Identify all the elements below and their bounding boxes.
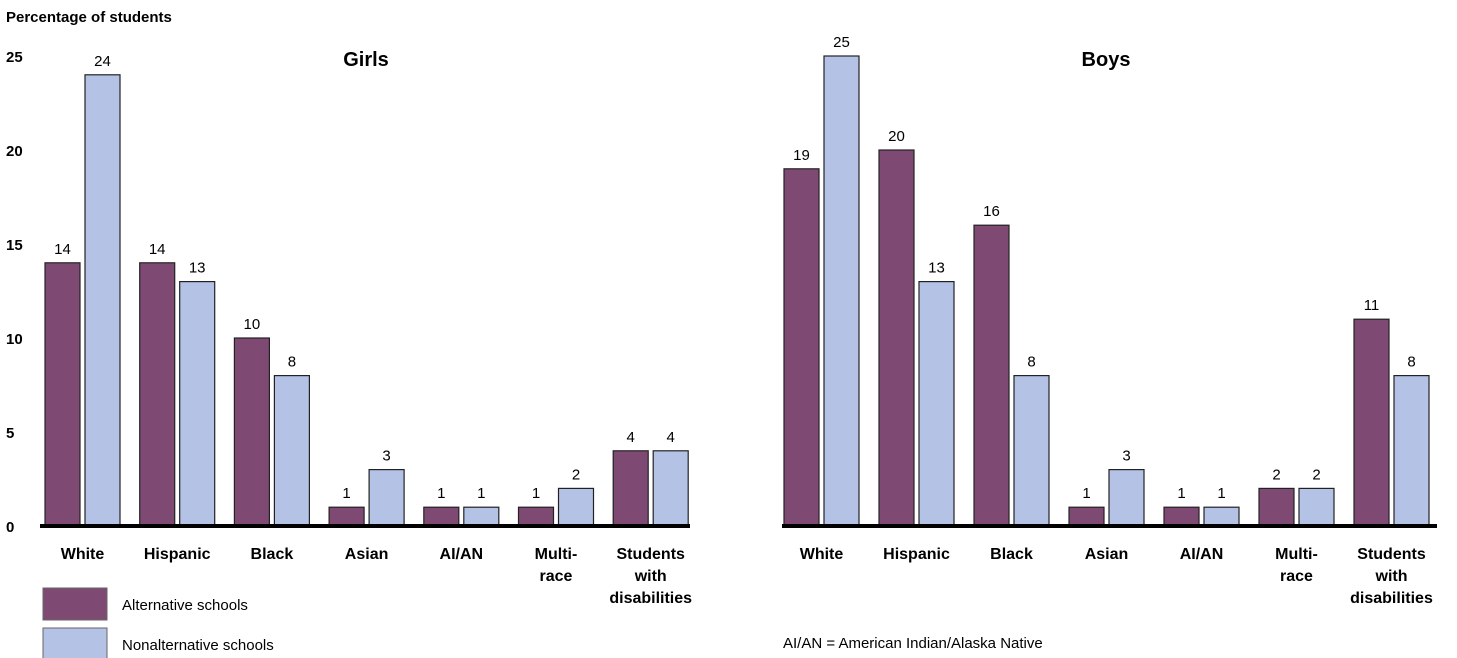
data-label: 1 <box>1082 485 1090 502</box>
legend-label: Nonalternative schools <box>122 637 274 654</box>
bar-alternative <box>139 262 176 527</box>
category-label: Asian <box>345 546 389 563</box>
category-label: White <box>61 546 105 563</box>
legend-label: Alternative schools <box>122 597 248 614</box>
category-label: race <box>1280 568 1313 585</box>
category-label: with <box>634 568 667 585</box>
category-label: AI/AN <box>1180 546 1224 563</box>
data-label: 13 <box>928 260 945 277</box>
data-label: 1 <box>477 485 485 502</box>
panel-title: Girls <box>343 49 389 71</box>
category-label: disabilities <box>609 590 692 607</box>
data-label: 19 <box>793 147 810 164</box>
data-label: 13 <box>189 260 206 277</box>
category-label: Multi- <box>535 546 578 563</box>
category-label: Students <box>1357 546 1426 563</box>
bar-nonalternative <box>823 55 860 527</box>
y-axis-title: Percentage of students <box>6 9 172 26</box>
data-label: 8 <box>1027 354 1035 371</box>
category-label: Black <box>251 546 294 563</box>
bar-alternative <box>233 337 270 527</box>
data-label: 4 <box>627 429 635 446</box>
data-label: 8 <box>288 354 296 371</box>
category-label: Multi- <box>1275 546 1318 563</box>
bar-alternative <box>783 168 820 527</box>
bar-nonalternative <box>918 281 955 527</box>
y-tick-label: 20 <box>6 143 23 160</box>
bar-alternative <box>1258 487 1295 527</box>
data-label: 8 <box>1407 354 1415 371</box>
data-label: 2 <box>572 466 580 483</box>
data-label: 2 <box>1272 466 1280 483</box>
category-label: Hispanic <box>883 546 950 563</box>
data-label: 14 <box>149 241 166 258</box>
bar-nonalternative <box>273 375 310 527</box>
category-label: Black <box>990 546 1033 563</box>
data-label: 25 <box>833 34 850 51</box>
bar-alternative <box>878 149 915 527</box>
category-label: with <box>1375 568 1408 585</box>
data-label: 1 <box>1217 485 1225 502</box>
data-label: 2 <box>1312 466 1320 483</box>
y-tick-label: 0 <box>6 519 14 536</box>
bar-nonalternative <box>1108 469 1145 527</box>
bar-nonalternative <box>1298 487 1335 527</box>
y-tick-label: 10 <box>6 331 23 348</box>
bar-alternative <box>1068 506 1105 527</box>
legend-swatch <box>42 587 108 621</box>
panel-title: Boys <box>1082 49 1131 71</box>
data-label: 1 <box>342 485 350 502</box>
bar-alternative <box>423 506 460 527</box>
y-tick-label: 15 <box>6 237 23 254</box>
data-label: 10 <box>244 316 261 333</box>
bar-nonalternative <box>463 506 500 527</box>
data-label: 11 <box>1364 297 1380 314</box>
bar-nonalternative <box>652 450 689 527</box>
bar-alternative <box>517 506 555 527</box>
bar-alternative <box>973 224 1010 527</box>
data-label: 1 <box>437 485 445 502</box>
bar-nonalternative <box>179 281 216 527</box>
data-label: 16 <box>983 203 1000 220</box>
data-label: 4 <box>667 429 675 446</box>
category-label: Hispanic <box>144 546 211 563</box>
data-label: 1 <box>1177 485 1185 502</box>
bar-alternative <box>328 506 365 527</box>
data-label: 3 <box>1122 448 1130 465</box>
bar-alternative <box>1353 318 1390 527</box>
bar-nonalternative <box>1013 375 1050 527</box>
bar-nonalternative <box>84 74 121 527</box>
y-tick-label: 25 <box>6 49 23 66</box>
category-label: Students <box>616 546 685 563</box>
bar-alternative <box>612 450 649 527</box>
category-label: AI/AN <box>440 546 484 563</box>
category-label: White <box>800 546 844 563</box>
data-label: 24 <box>94 53 111 70</box>
bar-nonalternative <box>557 487 595 527</box>
data-label: 20 <box>888 128 905 145</box>
category-label: Asian <box>1085 546 1129 563</box>
data-label: 3 <box>382 448 390 465</box>
bar-nonalternative <box>1393 375 1430 527</box>
y-tick-label: 5 <box>6 425 14 442</box>
category-label: disabilities <box>1350 590 1433 607</box>
category-label: race <box>540 568 573 585</box>
legend-swatch <box>42 627 108 658</box>
data-label: 1 <box>532 485 540 502</box>
bar-nonalternative <box>368 469 405 527</box>
bar-nonalternative <box>1203 506 1240 527</box>
bar-alternative <box>44 262 81 527</box>
bar-alternative <box>1163 506 1200 527</box>
footnote: AI/AN = American Indian/Alaska Native <box>783 635 1043 652</box>
data-label: 14 <box>54 241 71 258</box>
